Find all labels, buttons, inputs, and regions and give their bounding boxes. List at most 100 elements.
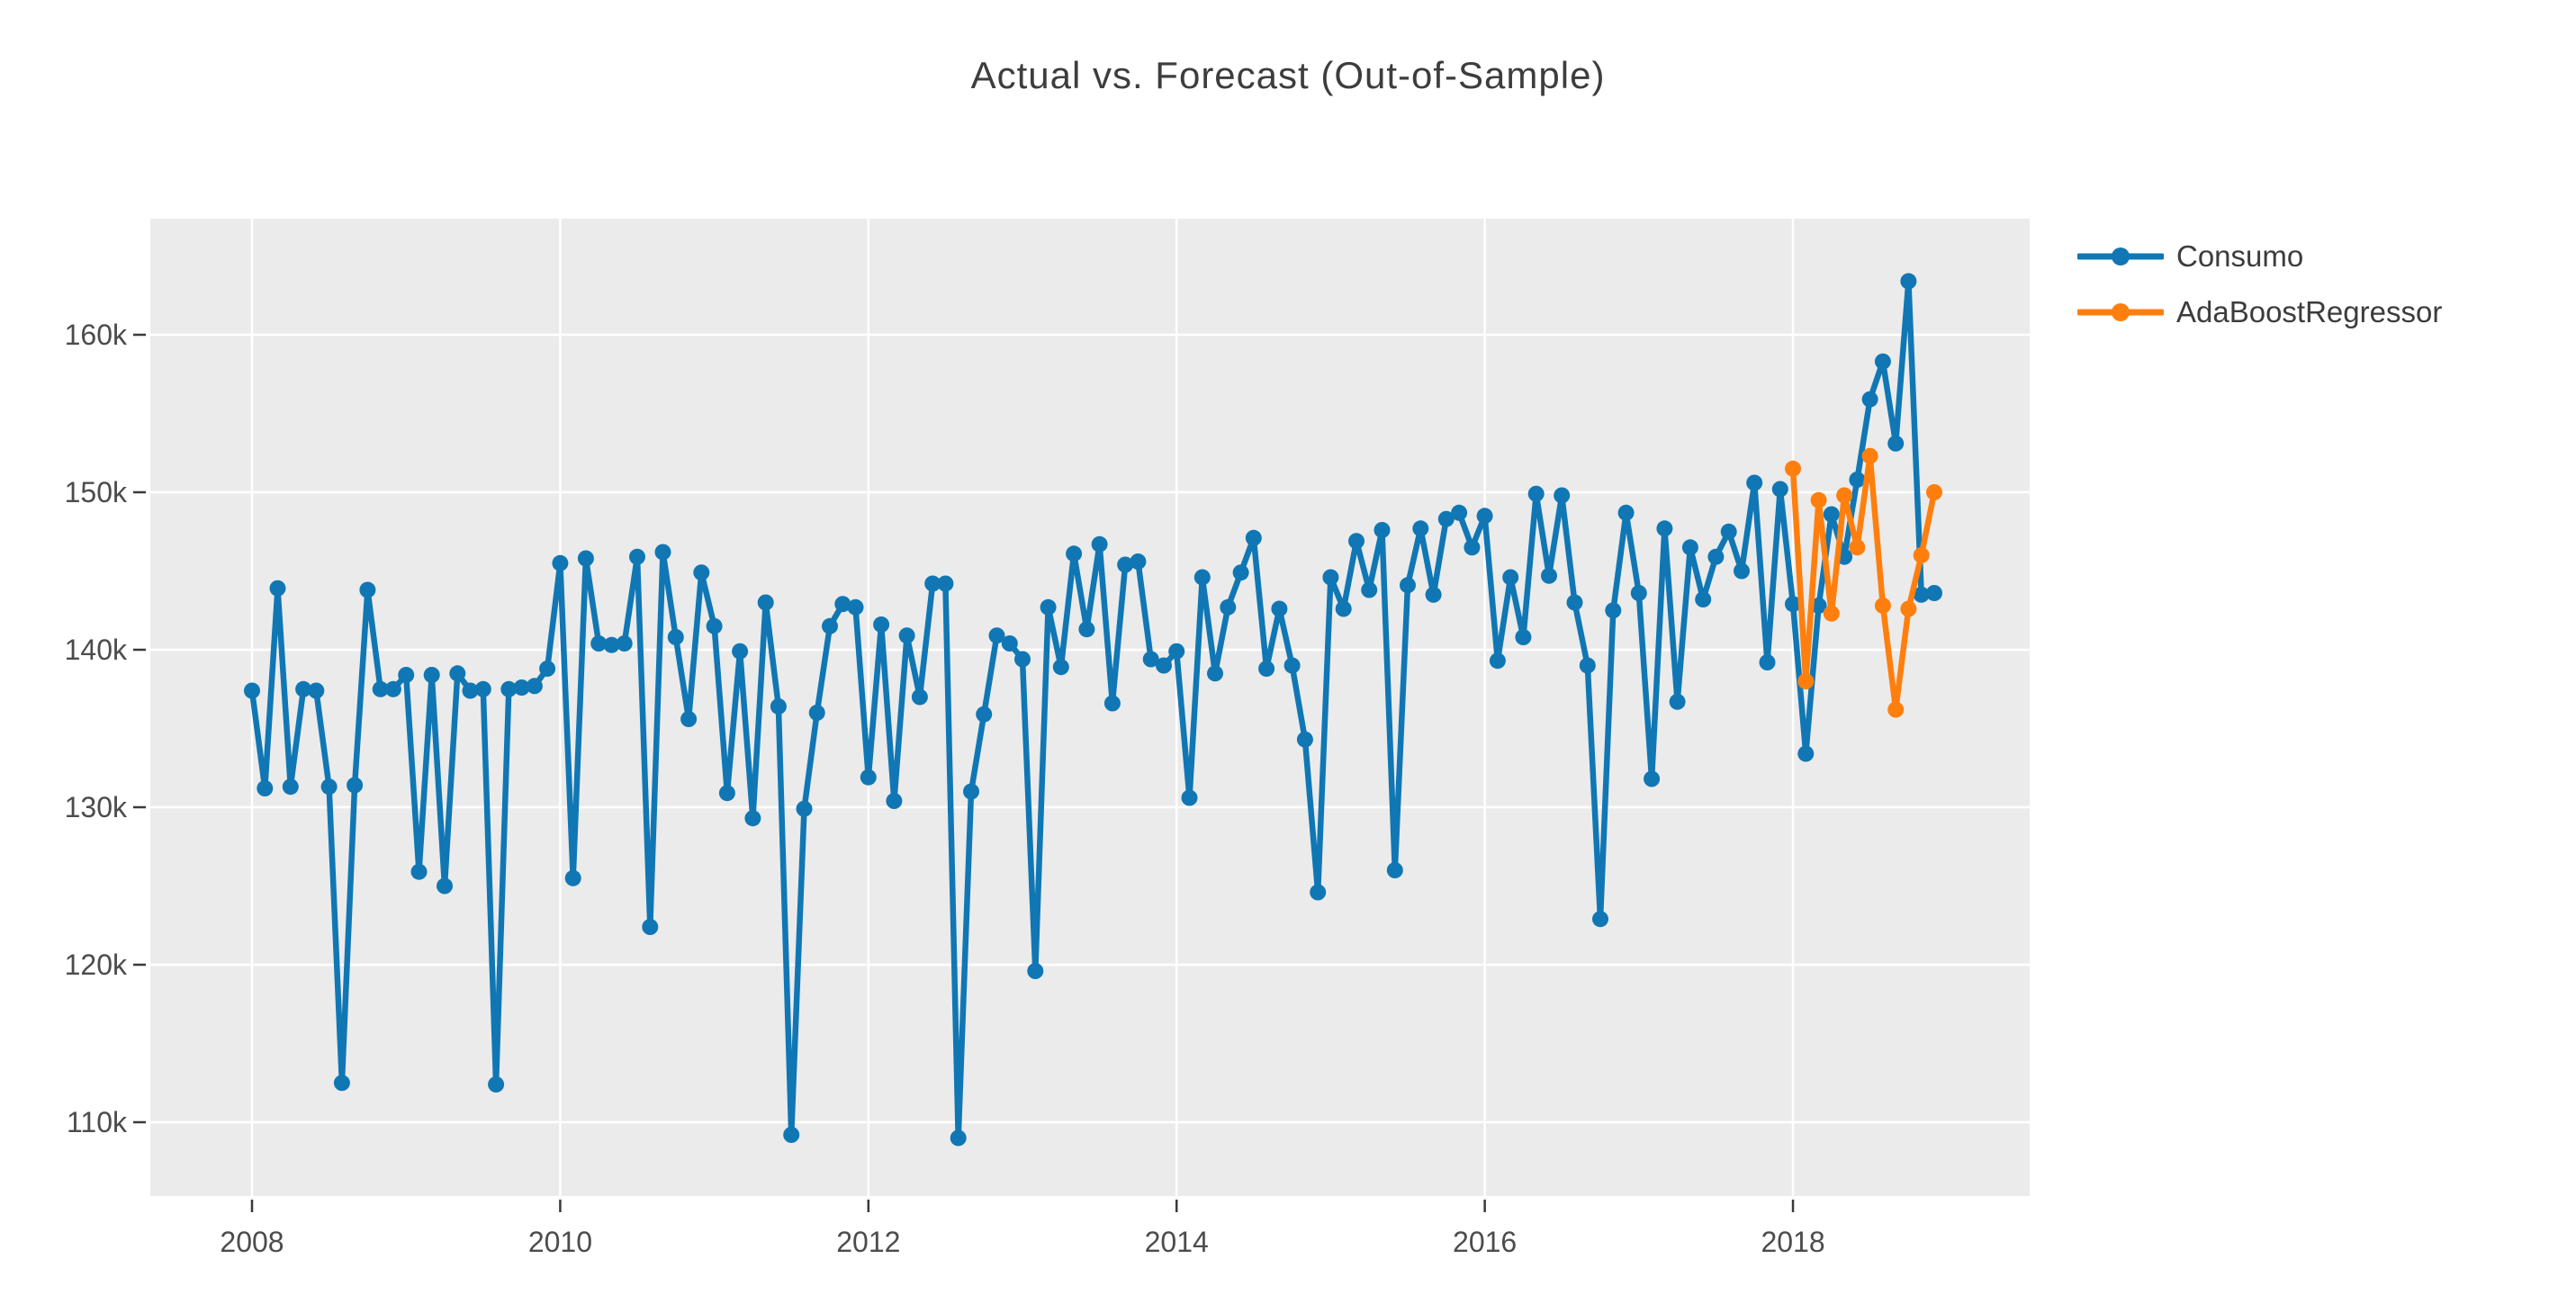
data-point[interactable] bbox=[1734, 562, 1750, 580]
data-point[interactable] bbox=[654, 544, 671, 561]
data-point[interactable] bbox=[886, 793, 903, 809]
data-point[interactable] bbox=[1823, 605, 1840, 622]
data-point[interactable] bbox=[1913, 586, 1930, 603]
data-point[interactable] bbox=[1014, 651, 1031, 668]
data-point[interactable] bbox=[911, 688, 928, 706]
data-point[interactable] bbox=[1617, 504, 1635, 521]
data-point[interactable] bbox=[1117, 556, 1134, 573]
data-point[interactable] bbox=[732, 643, 749, 660]
data-point[interactable] bbox=[269, 580, 286, 597]
data-point[interactable] bbox=[1836, 487, 1853, 504]
data-point[interactable] bbox=[616, 635, 633, 652]
data-point[interactable] bbox=[1476, 508, 1493, 525]
legend-item-adaboostregressor[interactable]: AdaBoostRegressor bbox=[2077, 292, 2442, 332]
data-point[interactable] bbox=[693, 564, 710, 581]
data-point[interactable] bbox=[1386, 862, 1403, 878]
data-point[interactable] bbox=[437, 877, 453, 895]
data-point[interactable] bbox=[770, 698, 787, 715]
data-point[interactable] bbox=[1797, 745, 1815, 762]
data-point[interactable] bbox=[1103, 695, 1121, 712]
data-point[interactable] bbox=[410, 863, 428, 880]
data-point[interactable] bbox=[1605, 602, 1622, 619]
data-point[interactable] bbox=[1554, 487, 1571, 504]
data-point[interactable] bbox=[757, 594, 774, 611]
data-point[interactable] bbox=[783, 1127, 800, 1143]
data-point[interactable] bbox=[1566, 594, 1583, 611]
data-point[interactable] bbox=[1193, 569, 1211, 586]
data-point[interactable] bbox=[1861, 391, 1878, 408]
data-point[interactable] bbox=[462, 682, 479, 699]
data-point[interactable] bbox=[1066, 545, 1083, 562]
data-point[interactable] bbox=[1913, 547, 1930, 563]
data-point[interactable] bbox=[642, 919, 659, 935]
data-point[interactable] bbox=[1052, 659, 1069, 676]
data-point[interactable] bbox=[1400, 577, 1416, 594]
data-point[interactable] bbox=[1887, 701, 1905, 718]
data-point[interactable] bbox=[1874, 598, 1891, 614]
data-point[interactable] bbox=[1310, 884, 1327, 901]
data-point[interactable] bbox=[680, 711, 698, 727]
data-point[interactable] bbox=[924, 575, 941, 592]
data-point[interactable] bbox=[539, 661, 556, 677]
data-point[interactable] bbox=[796, 800, 813, 817]
data-point[interactable] bbox=[1425, 586, 1442, 603]
data-point[interactable] bbox=[1156, 657, 1172, 674]
data-point[interactable] bbox=[1926, 484, 1942, 500]
data-point[interactable] bbox=[1130, 553, 1147, 570]
data-point[interactable] bbox=[847, 598, 864, 616]
data-point[interactable] bbox=[1001, 635, 1018, 652]
data-point[interactable] bbox=[282, 778, 299, 796]
data-point[interactable] bbox=[1797, 673, 1815, 689]
data-point[interactable] bbox=[1451, 504, 1468, 521]
data-point[interactable] bbox=[1579, 657, 1596, 674]
data-point[interactable] bbox=[1926, 585, 1942, 601]
data-point[interactable] bbox=[1874, 353, 1891, 370]
data-point[interactable] bbox=[1785, 460, 1801, 477]
data-point[interactable] bbox=[1849, 472, 1866, 488]
data-point[interactable] bbox=[1656, 520, 1673, 537]
data-point[interactable] bbox=[295, 680, 312, 697]
data-point[interactable] bbox=[372, 680, 389, 697]
data-point[interactable] bbox=[577, 550, 594, 567]
data-point[interactable] bbox=[706, 617, 723, 634]
data-point[interactable] bbox=[1630, 585, 1647, 601]
data-point[interactable] bbox=[1220, 598, 1237, 616]
data-point[interactable] bbox=[488, 1076, 505, 1093]
data-point[interactable] bbox=[1887, 435, 1905, 452]
data-point[interactable] bbox=[1707, 548, 1725, 565]
data-point[interactable] bbox=[1361, 581, 1378, 598]
data-point[interactable] bbox=[1541, 567, 1557, 584]
data-point[interactable] bbox=[1695, 591, 1712, 607]
data-point[interactable] bbox=[320, 778, 338, 796]
data-point[interactable] bbox=[1527, 485, 1545, 502]
data-point[interactable] bbox=[1785, 596, 1801, 613]
data-point[interactable] bbox=[308, 682, 325, 699]
data-point[interactable] bbox=[667, 629, 684, 645]
data-point[interactable] bbox=[590, 635, 608, 652]
data-point[interactable] bbox=[244, 682, 260, 699]
data-point[interactable] bbox=[1681, 539, 1698, 556]
data-point[interactable] bbox=[1644, 770, 1661, 787]
data-point[interactable] bbox=[333, 1075, 350, 1092]
data-point[interactable] bbox=[1771, 481, 1788, 498]
data-point[interactable] bbox=[526, 678, 543, 695]
data-point[interactable] bbox=[1489, 652, 1506, 670]
data-point[interactable] bbox=[873, 616, 890, 633]
data-point[interactable] bbox=[449, 665, 466, 682]
data-point[interactable] bbox=[834, 596, 851, 613]
data-point[interactable] bbox=[1900, 273, 1917, 290]
data-point[interactable] bbox=[1592, 911, 1608, 928]
series-line-adaboostregressor[interactable] bbox=[1789, 453, 1938, 713]
data-point[interactable] bbox=[1746, 474, 1763, 491]
data-point[interactable] bbox=[1207, 665, 1223, 682]
data-point[interactable] bbox=[1232, 564, 1249, 581]
data-point[interactable] bbox=[1348, 533, 1365, 550]
data-point[interactable] bbox=[1502, 569, 1519, 586]
data-point[interactable] bbox=[1271, 600, 1288, 617]
data-point[interactable] bbox=[1849, 539, 1866, 556]
data-point[interactable] bbox=[1515, 629, 1532, 645]
data-point[interactable] bbox=[359, 581, 376, 598]
data-point[interactable] bbox=[629, 548, 645, 565]
legend-item-consumo[interactable]: Consumo bbox=[2077, 237, 2442, 276]
